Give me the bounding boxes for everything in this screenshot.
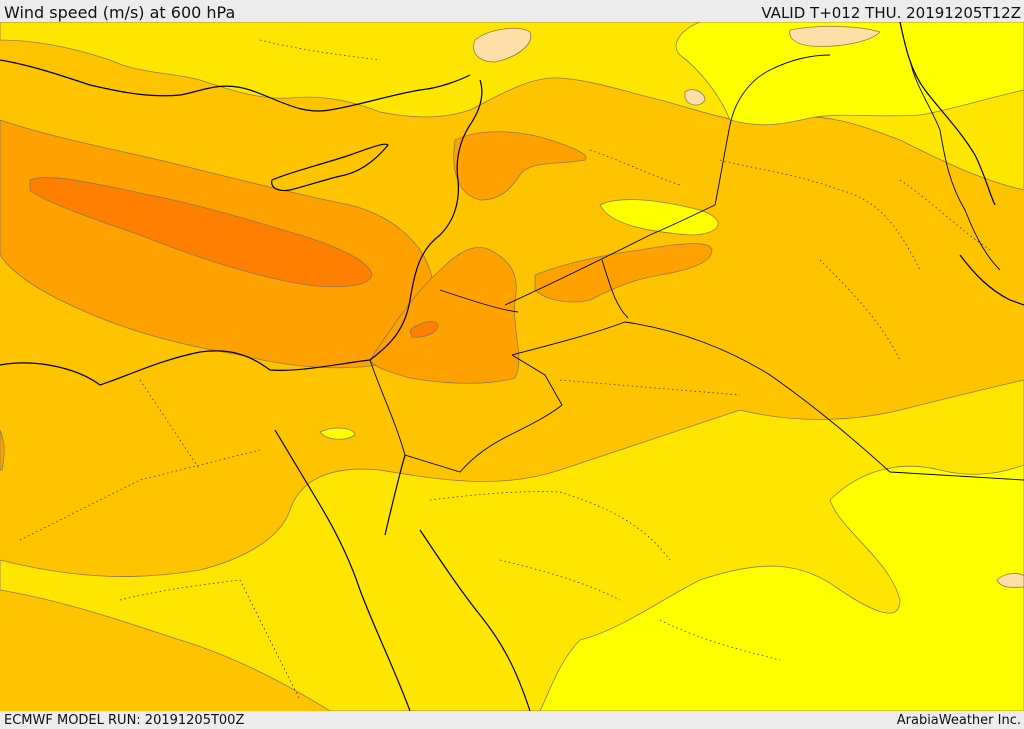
band-high-jordan	[453, 131, 587, 201]
band-weakest-patch	[599, 199, 719, 236]
header-bar	[0, 0, 1024, 22]
band-weakest-north	[675, 22, 1024, 126]
map-title: Wind speed (m/s) at 600 hPa	[4, 3, 236, 22]
coastline-turkey	[0, 59, 471, 112]
border-syria-iraq	[504, 54, 831, 306]
model-run-label: ECMWF MODEL RUN: 20191205T00Z	[4, 713, 245, 728]
credit-label: ArabiaWeather Inc.	[896, 713, 1021, 728]
band-high-iraq	[534, 243, 713, 303]
band-high-sinai	[0, 429, 5, 471]
band-strongest-core	[29, 177, 373, 288]
border-egypt	[369, 354, 563, 473]
band-strongest-spot	[409, 320, 439, 338]
calm-patch-turkey	[473, 27, 532, 63]
border-iran	[909, 59, 1001, 271]
border-iraq-saudi	[511, 321, 1024, 481]
coastline-red-sea	[274, 429, 531, 711]
coastline-mediterranean	[0, 79, 483, 386]
band-weakest-south	[539, 464, 1024, 711]
calm-patch-gulf	[996, 572, 1024, 588]
admin-boundaries	[19, 39, 991, 701]
lake-egypt	[319, 427, 356, 440]
coastline-gulf	[959, 254, 1024, 306]
footer-bar	[0, 711, 1024, 729]
border-jordan	[439, 259, 629, 319]
coastline-caspian	[899, 22, 996, 206]
lake-tuz	[684, 89, 706, 106]
wind-speed-map	[0, 22, 1024, 711]
coastline-cyprus	[271, 143, 389, 192]
valid-time: VALID T+012 THU. 20191205T12Z	[761, 4, 1021, 22]
calm-patch-caucasus	[789, 25, 881, 47]
